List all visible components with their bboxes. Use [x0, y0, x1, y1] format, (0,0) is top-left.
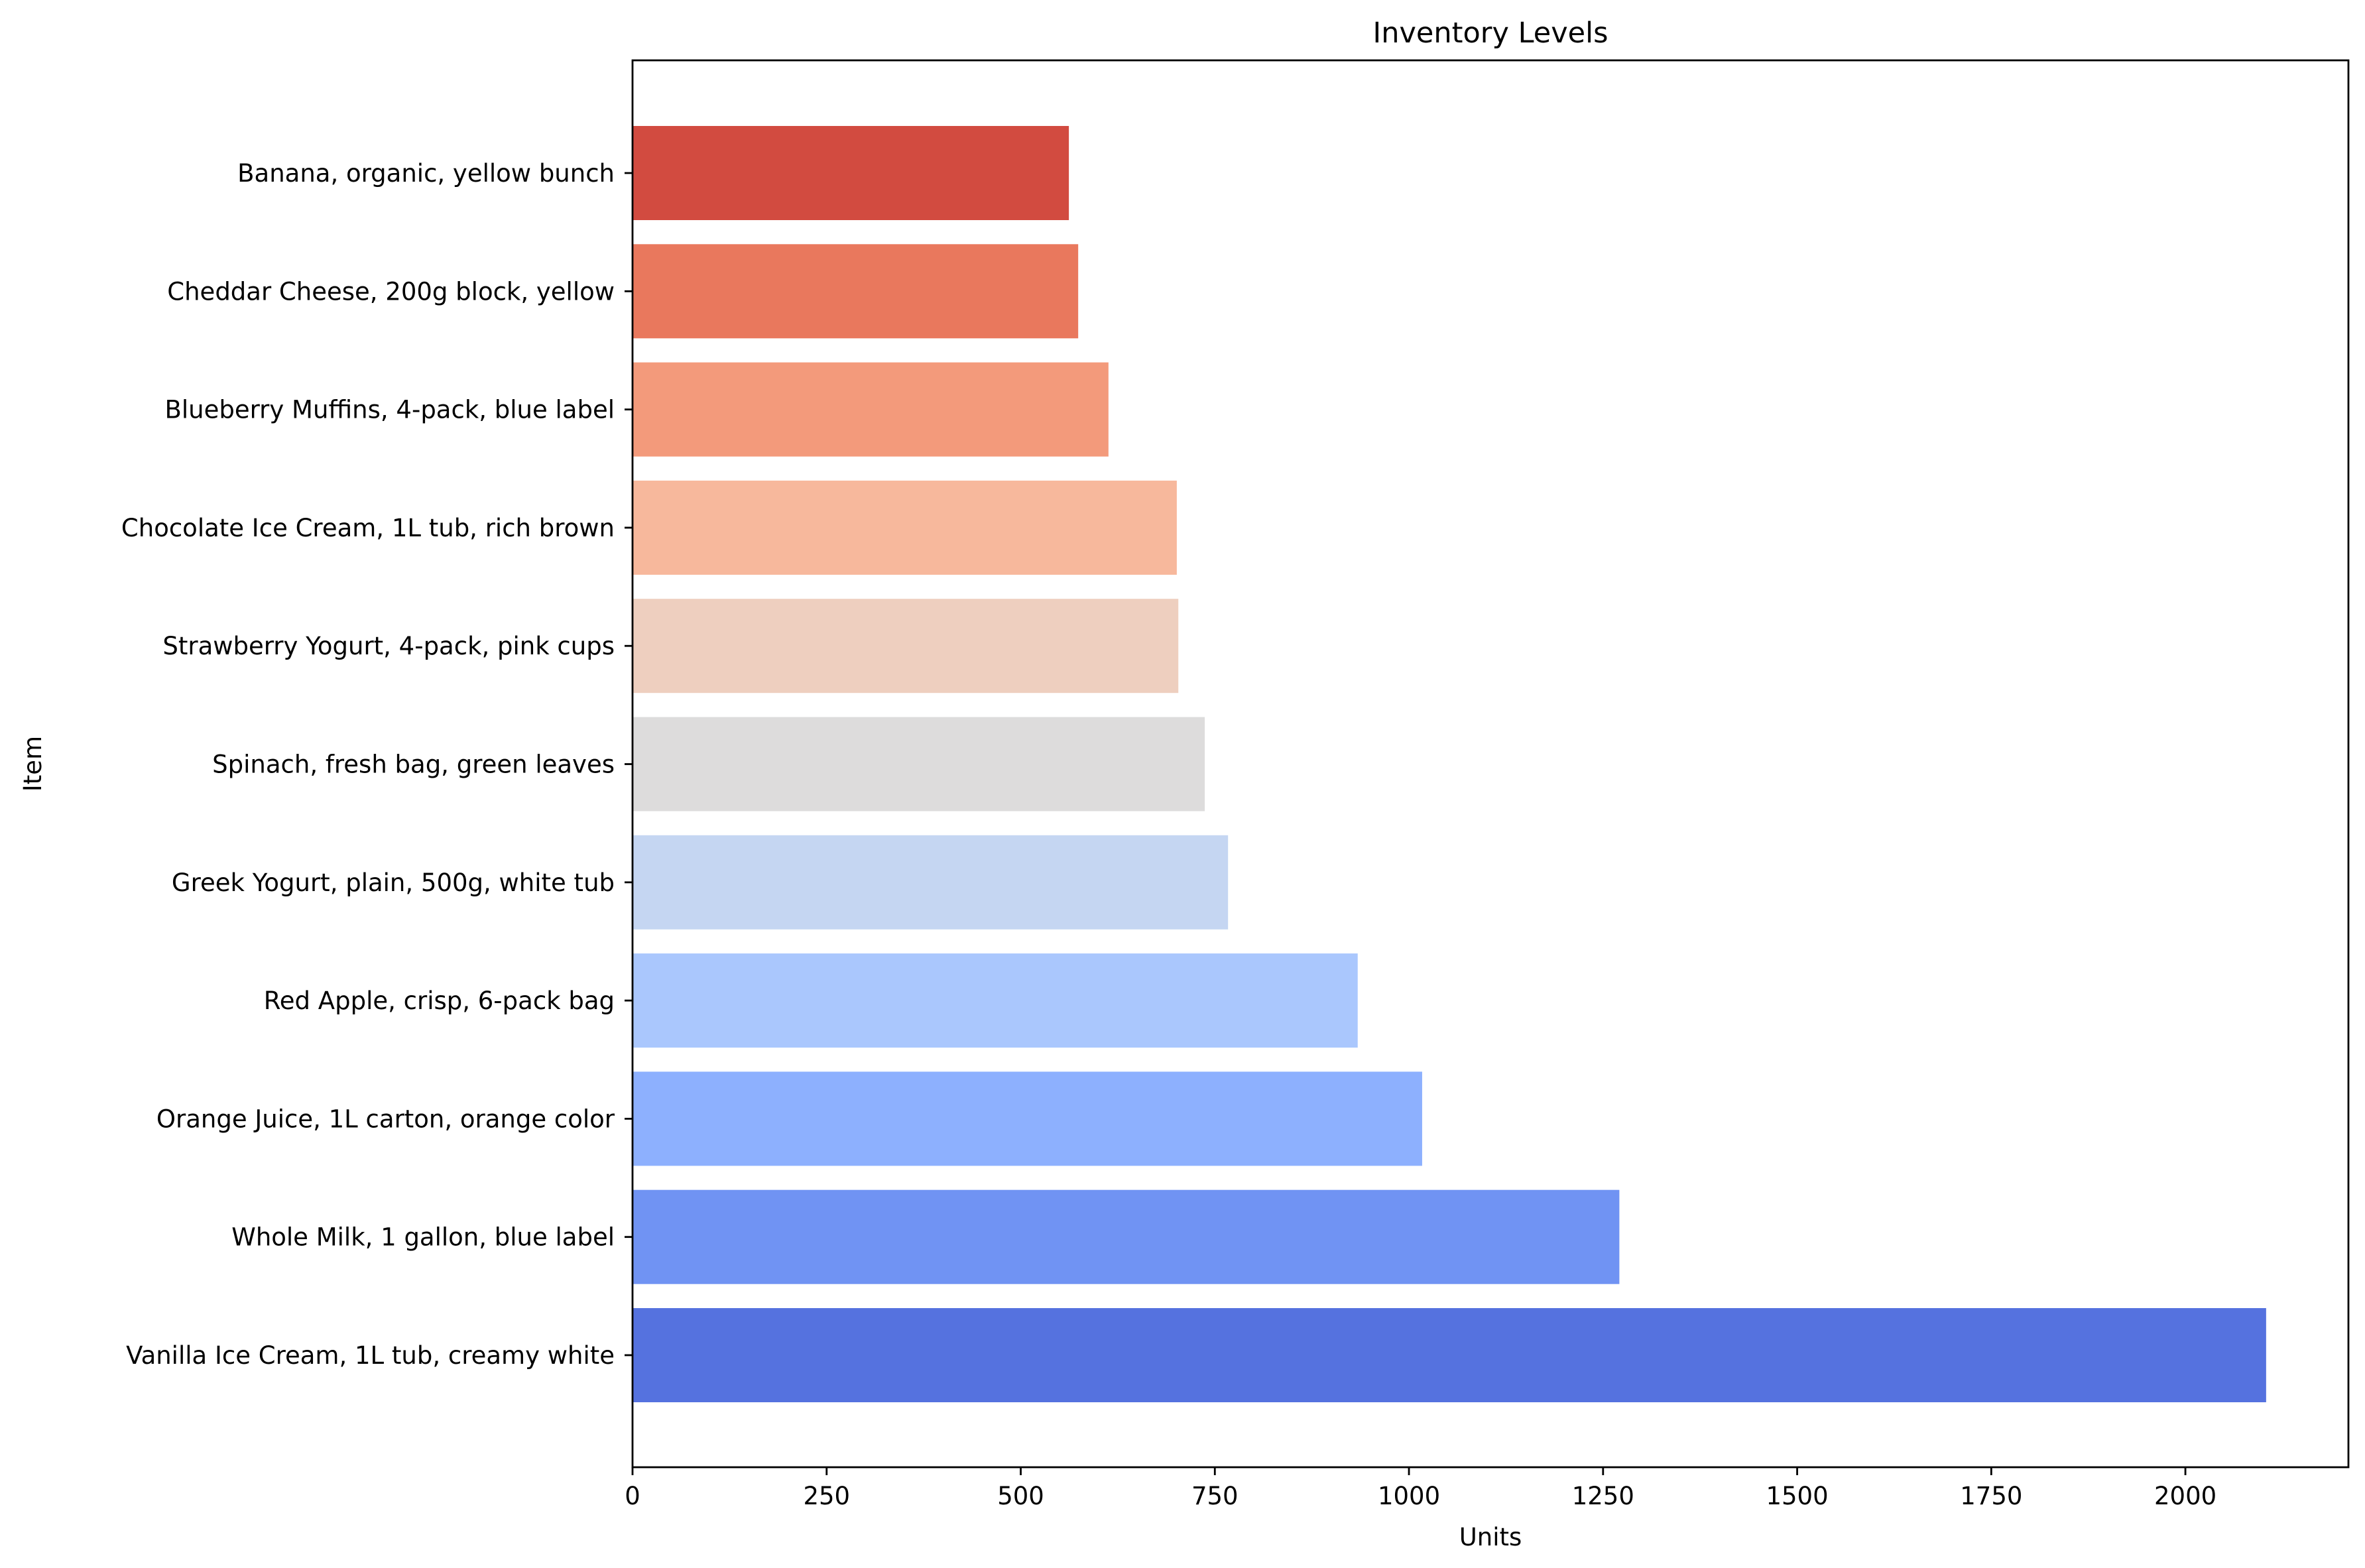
- x-axis-label: Units: [1459, 1523, 1522, 1551]
- x-tick-label: 1500: [1766, 1482, 1828, 1510]
- y-tick-label: Vanilla Ice Cream, 1L tub, creamy white: [126, 1341, 615, 1370]
- bar-5: [633, 717, 1205, 812]
- bar-0: [633, 126, 1069, 220]
- bar-8: [633, 1071, 1422, 1166]
- y-tick-label: Spinach, fresh bag, green leaves: [212, 751, 615, 779]
- bar-6: [633, 835, 1229, 930]
- bar-3: [633, 480, 1177, 575]
- x-tick-label: 750: [1191, 1482, 1239, 1510]
- y-axis-label: Item: [19, 736, 47, 792]
- x-axis-ticks: 0 250 500 750 1000 1250 1500 1750 2000: [625, 1467, 2216, 1510]
- bar-2: [633, 362, 1109, 457]
- bar-10: [633, 1308, 2266, 1402]
- x-tick-label: 1000: [1378, 1482, 1440, 1510]
- y-tick-label: Blueberry Muffins, 4-pack, blue label: [164, 396, 615, 424]
- y-tick-label: Strawberry Yogurt, 4-pack, pink cups: [162, 632, 615, 660]
- bars-layer: [633, 126, 2266, 1402]
- x-tick-label: 2000: [2154, 1482, 2216, 1510]
- y-axis-ticks: Banana, organic, yellow bunch Cheddar Che…: [121, 159, 633, 1370]
- x-tick-label: 1250: [1572, 1482, 1634, 1510]
- bar-9: [633, 1189, 1620, 1284]
- y-tick-label: Orange Juice, 1L carton, orange color: [156, 1105, 615, 1133]
- bar-4: [633, 599, 1179, 694]
- y-tick-label: Whole Milk, 1 gallon, blue label: [231, 1223, 615, 1252]
- chart-title: Inventory Levels: [1373, 17, 1608, 50]
- x-tick-label: 500: [997, 1482, 1044, 1510]
- plot-frame: [631, 59, 2350, 1469]
- x-tick-label: 0: [625, 1482, 640, 1510]
- bar-7: [633, 953, 1358, 1048]
- y-tick-label: Banana, organic, yellow bunch: [237, 159, 615, 188]
- x-tick-label: 1750: [1960, 1482, 2022, 1510]
- y-tick-label: Chocolate Ice Cream, 1L tub, rich brown: [121, 514, 615, 542]
- bar-1: [633, 244, 1079, 339]
- y-tick-label: Greek Yogurt, plain, 500g, white tub: [172, 869, 615, 897]
- y-tick-label: Red Apple, crisp, 6-pack bag: [264, 987, 615, 1015]
- x-tick-label: 250: [803, 1482, 850, 1510]
- y-tick-label: Cheddar Cheese, 200g block, yellow: [167, 277, 615, 306]
